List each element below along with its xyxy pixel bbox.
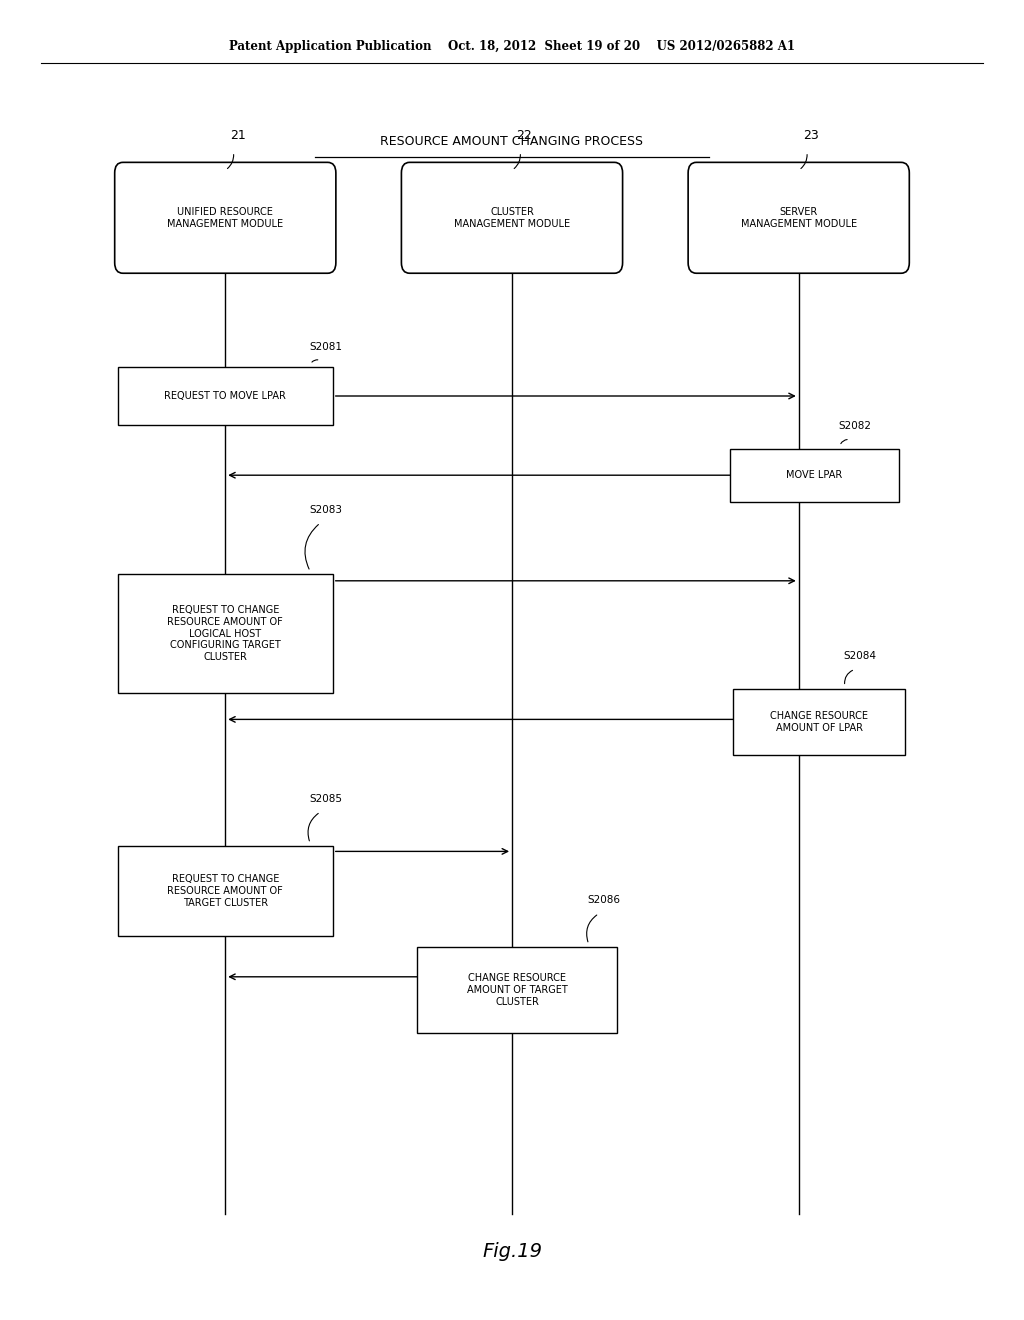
Text: Fig.19: Fig.19: [482, 1242, 542, 1261]
FancyBboxPatch shape: [118, 846, 333, 936]
FancyBboxPatch shape: [733, 689, 905, 755]
Text: SERVER
MANAGEMENT MODULE: SERVER MANAGEMENT MODULE: [740, 207, 857, 228]
Text: CHANGE RESOURCE
AMOUNT OF TARGET
CLUSTER: CHANGE RESOURCE AMOUNT OF TARGET CLUSTER: [467, 973, 567, 1007]
Text: S2082: S2082: [839, 421, 871, 432]
Text: S2083: S2083: [309, 504, 342, 515]
Text: CHANGE RESOURCE
AMOUNT OF LPAR: CHANGE RESOURCE AMOUNT OF LPAR: [770, 711, 868, 733]
Text: MOVE LPAR: MOVE LPAR: [786, 470, 842, 480]
Text: 23: 23: [803, 129, 819, 143]
FancyBboxPatch shape: [118, 574, 333, 693]
Text: 22: 22: [516, 129, 532, 143]
FancyBboxPatch shape: [418, 948, 616, 1032]
Text: 21: 21: [229, 129, 246, 143]
Text: RESOURCE AMOUNT CHANGING PROCESS: RESOURCE AMOUNT CHANGING PROCESS: [381, 135, 643, 148]
FancyBboxPatch shape: [115, 162, 336, 273]
Text: CLUSTER
MANAGEMENT MODULE: CLUSTER MANAGEMENT MODULE: [454, 207, 570, 228]
Text: Patent Application Publication    Oct. 18, 2012  Sheet 19 of 20    US 2012/02658: Patent Application Publication Oct. 18, …: [229, 40, 795, 53]
Text: S2085: S2085: [309, 793, 342, 804]
FancyBboxPatch shape: [118, 367, 333, 425]
FancyBboxPatch shape: [688, 162, 909, 273]
Text: REQUEST TO CHANGE
RESOURCE AMOUNT OF
TARGET CLUSTER: REQUEST TO CHANGE RESOURCE AMOUNT OF TAR…: [167, 874, 284, 908]
Text: S2086: S2086: [588, 895, 621, 906]
Text: REQUEST TO CHANGE
RESOURCE AMOUNT OF
LOGICAL HOST
CONFIGURING TARGET
CLUSTER: REQUEST TO CHANGE RESOURCE AMOUNT OF LOG…: [167, 606, 284, 661]
Text: S2084: S2084: [844, 651, 877, 661]
Text: UNIFIED RESOURCE
MANAGEMENT MODULE: UNIFIED RESOURCE MANAGEMENT MODULE: [167, 207, 284, 228]
Text: REQUEST TO MOVE LPAR: REQUEST TO MOVE LPAR: [164, 391, 287, 401]
FancyBboxPatch shape: [401, 162, 623, 273]
FancyBboxPatch shape: [729, 449, 899, 502]
Text: S2081: S2081: [309, 342, 342, 352]
